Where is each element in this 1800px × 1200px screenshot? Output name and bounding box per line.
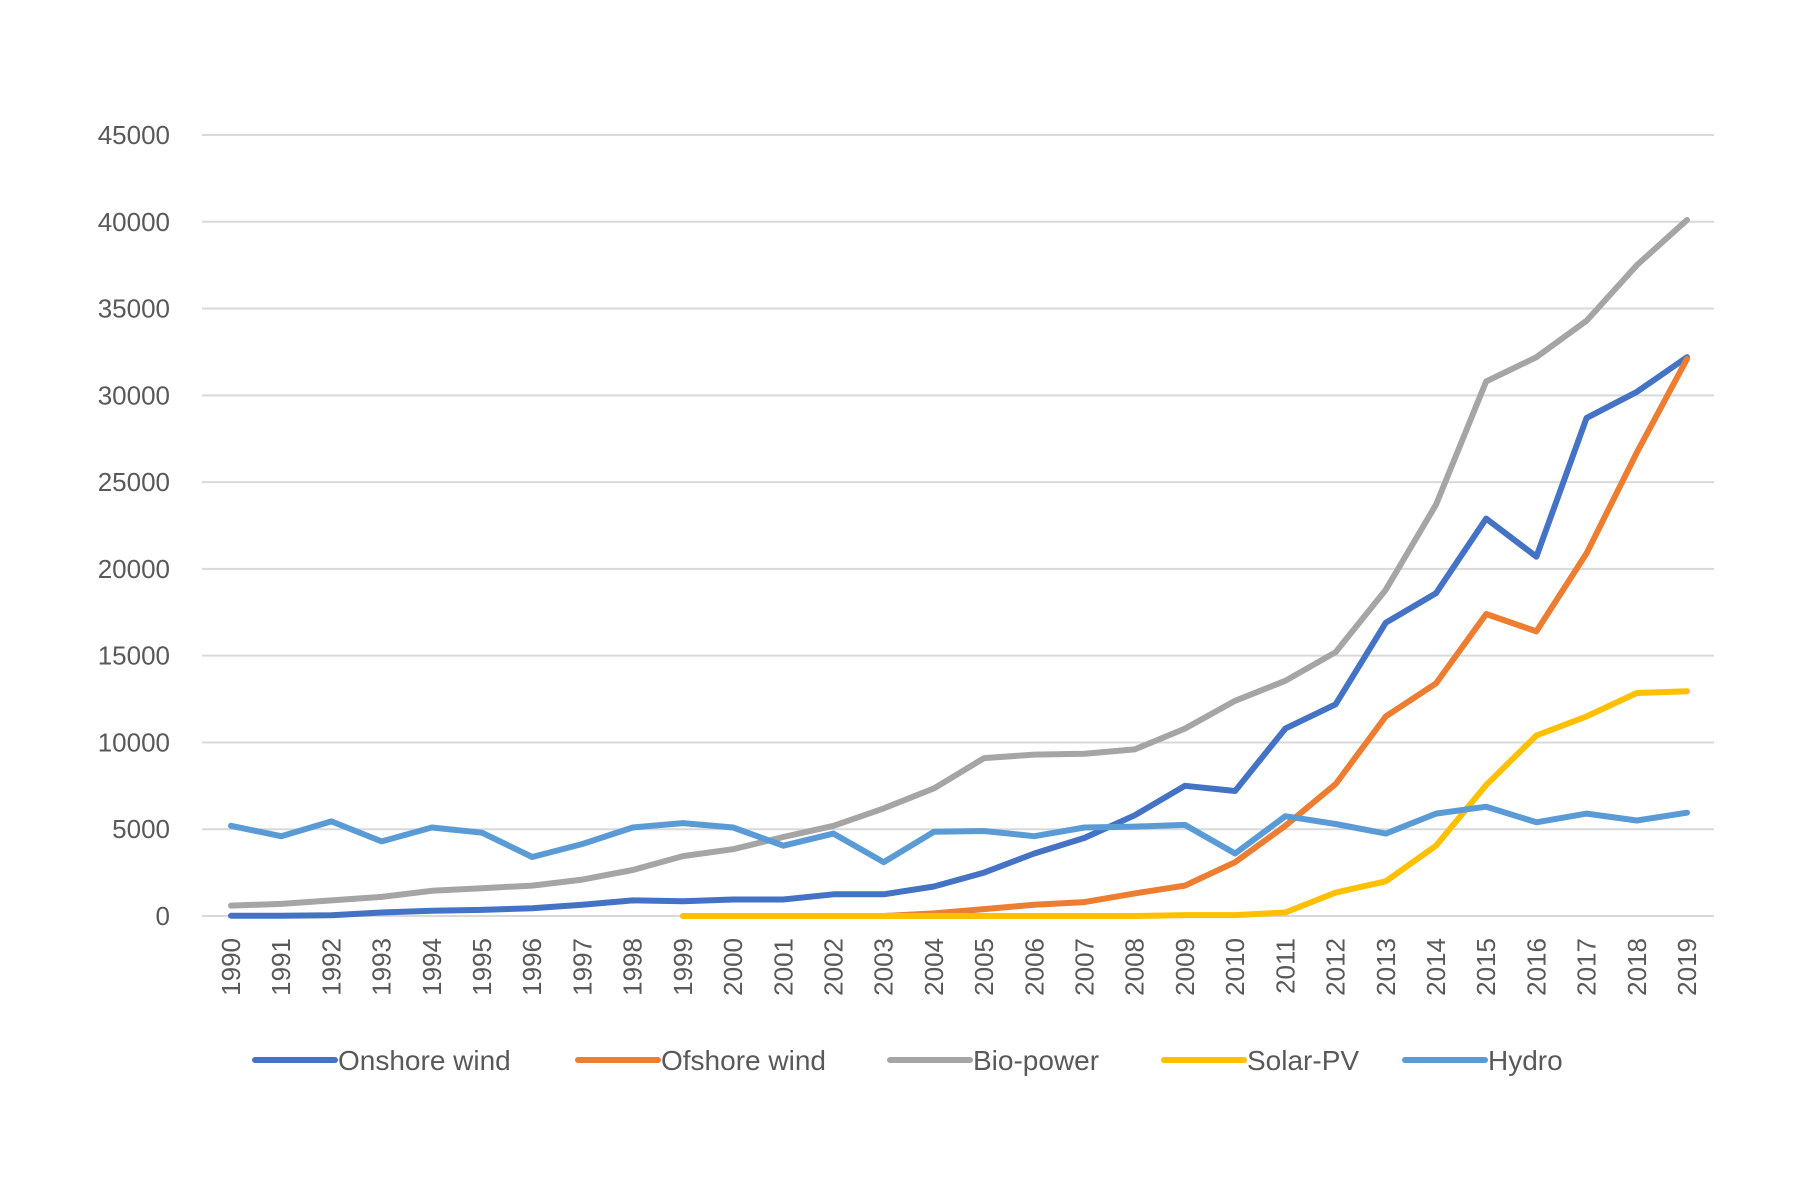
legend-label: Hydro	[1488, 1045, 1563, 1076]
y-tick-label: 35000	[98, 294, 170, 324]
series-line-onshore-wind	[228, 354, 1690, 919]
x-tick-label: 2015	[1471, 938, 1501, 996]
x-axis-tick-labels: 1990 1991 1992 1993 1994 1995 1996 1997 1998 1999…	[216, 938, 1702, 996]
x-tick-label: 2019	[1672, 938, 1702, 996]
x-tick-label: 2003	[869, 938, 899, 996]
x-tick-label: 1993	[367, 938, 397, 996]
x-tick-label: 2006	[1019, 938, 1049, 996]
y-tick-label: 15000	[98, 641, 170, 671]
x-tick-label: 2009	[1170, 938, 1200, 996]
series-lines	[228, 217, 1690, 919]
x-tick-label: 2007	[1070, 938, 1100, 996]
gridlines	[202, 134, 1714, 917]
y-tick-label: 25000	[98, 467, 170, 497]
y-tick-label: 45000	[98, 120, 170, 150]
x-tick-label: 2017	[1572, 938, 1602, 996]
x-tick-label: 2000	[718, 938, 748, 996]
y-tick-label: 20000	[98, 554, 170, 584]
x-tick-label: 2013	[1371, 938, 1401, 996]
x-tick-label: 1998	[618, 938, 648, 996]
x-tick-label: 2014	[1421, 938, 1451, 996]
x-tick-label: 2002	[818, 938, 848, 996]
x-tick-label: 1996	[517, 938, 547, 996]
series-line-bio-power	[228, 217, 1690, 909]
legend: Onshore wind Ofshore wind Bio-power Solar-P…	[252, 1045, 1563, 1076]
x-tick-label: 1997	[567, 938, 597, 996]
x-tick-label: 2012	[1321, 938, 1351, 996]
legend-label: Solar-PV	[1247, 1045, 1359, 1076]
y-tick-label: 0	[156, 901, 170, 931]
x-tick-label: 1990	[216, 938, 246, 996]
y-tick-label: 40000	[98, 207, 170, 237]
x-tick-label: 2008	[1120, 938, 1150, 996]
x-tick-label: 1994	[417, 938, 447, 996]
x-tick-label: 1999	[668, 938, 698, 996]
y-tick-label: 30000	[98, 380, 170, 410]
series-line-ofshore-wind	[880, 355, 1690, 919]
y-tick-label: 10000	[98, 727, 170, 757]
legend-label: Ofshore wind	[661, 1045, 826, 1076]
y-tick-label: 5000	[112, 814, 170, 844]
x-tick-label: 2011	[1270, 938, 1300, 994]
series-line-hydro	[228, 803, 1690, 866]
x-tick-label: 2018	[1622, 938, 1652, 996]
x-tick-label: 1992	[316, 938, 346, 996]
x-tick-label: 1991	[266, 938, 296, 996]
x-tick-label: 1995	[467, 938, 497, 996]
x-tick-label: 2004	[919, 938, 949, 996]
legend-label: Bio-power	[973, 1045, 1099, 1076]
x-tick-label: 2001	[768, 938, 798, 996]
x-tick-label: 2016	[1521, 938, 1551, 996]
x-tick-label: 2005	[969, 938, 999, 996]
series-line-solar-pv	[679, 688, 1690, 919]
x-tick-label: 2010	[1220, 938, 1250, 996]
y-axis-tick-labels: 0 5000 10000 15000 20000 25000 30000 35000 40000…	[98, 120, 170, 931]
legend-label: Onshore wind	[338, 1045, 511, 1076]
